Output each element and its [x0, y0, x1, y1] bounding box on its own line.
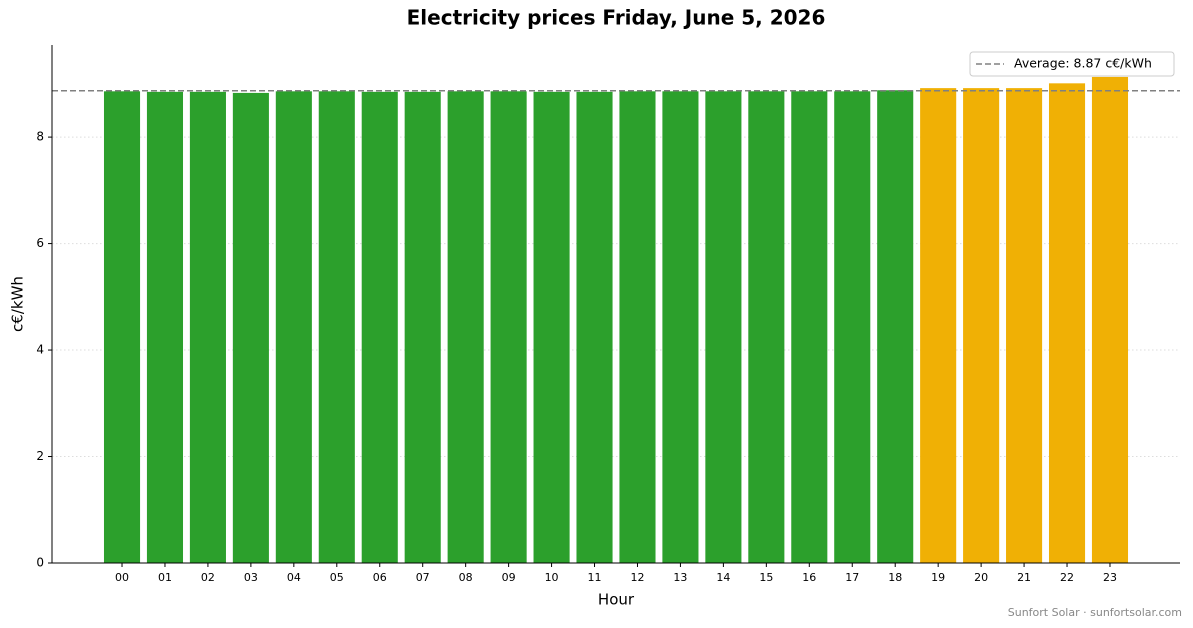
bar: [103, 91, 141, 564]
bar: [361, 91, 398, 563]
y-tick-label: 8: [36, 130, 44, 144]
y-tick-label: 2: [36, 449, 44, 463]
bar: [576, 91, 613, 563]
x-tick-label: 23: [1103, 571, 1117, 584]
x-tick-label: 01: [158, 571, 172, 584]
x-tick-label: 17: [845, 571, 859, 584]
x-tick-label: 09: [502, 571, 516, 584]
bar: [1006, 88, 1043, 563]
y-axis-label: c€/kWh: [9, 276, 27, 332]
bar: [963, 88, 1000, 563]
bar: [275, 91, 312, 564]
x-tick-label: 16: [802, 571, 816, 584]
bar: [1048, 83, 1086, 563]
bar: [318, 91, 355, 564]
bar: [662, 91, 699, 564]
x-tick-label: 11: [588, 571, 602, 584]
bar: [1091, 76, 1129, 563]
x-axis-label: Hour: [598, 591, 635, 609]
bar: [877, 90, 914, 563]
y-tick-label: 6: [36, 236, 44, 250]
legend-box: [969, 51, 1175, 77]
bar: [748, 91, 785, 564]
x-tick-label: 00: [115, 571, 129, 584]
bar: [490, 91, 527, 564]
bar: [447, 91, 484, 564]
x-tick-label: 19: [931, 571, 945, 584]
bar: [705, 91, 742, 564]
bar: [619, 91, 656, 564]
bar: [834, 91, 871, 564]
legend-label: Average: 8.87 c€/kWh: [1014, 56, 1152, 71]
bar: [232, 92, 269, 563]
x-tick-label: 12: [630, 571, 644, 584]
x-tick-label: 18: [888, 571, 902, 584]
x-tick-label: 06: [373, 571, 387, 584]
x-tick-label: 21: [1017, 571, 1031, 584]
x-tick-label: 13: [673, 571, 687, 584]
bar: [189, 91, 226, 563]
bar: [146, 91, 184, 563]
bar: [920, 88, 957, 563]
x-tick-label: 15: [759, 571, 773, 584]
bar: [533, 91, 570, 563]
bar: [791, 91, 828, 564]
x-tick-label: 20: [974, 571, 988, 584]
chart-title: Electricity prices Friday, June 5, 2026: [407, 6, 826, 30]
x-tick-label: 07: [416, 571, 430, 584]
x-tick-label: 02: [201, 571, 215, 584]
x-tick-label: 08: [459, 571, 473, 584]
bar: [404, 91, 441, 563]
x-tick-label: 05: [330, 571, 344, 584]
x-tick-label: 03: [244, 571, 258, 584]
y-tick-label: 0: [36, 556, 44, 570]
x-tick-label: 14: [716, 571, 730, 584]
x-tick-label: 22: [1060, 571, 1074, 584]
footer: Sunfort Solar · sunfortsolar.com: [1008, 606, 1182, 619]
x-tick-label: 04: [287, 571, 301, 584]
y-tick-label: 4: [36, 343, 44, 357]
x-tick-label: 10: [545, 571, 559, 584]
